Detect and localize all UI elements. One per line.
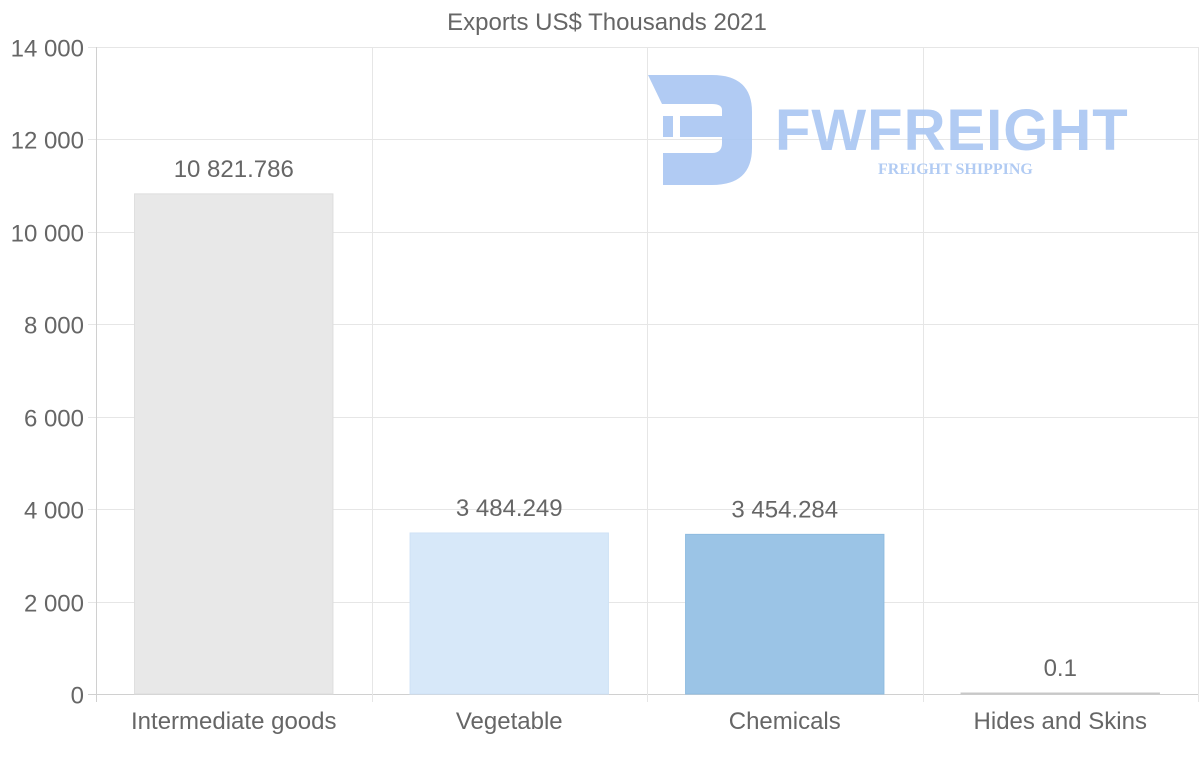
chart-title: Exports US$ Thousands 2021 [447,9,767,36]
x-tick-label: Intermediate goods [131,708,336,735]
bars [134,193,1160,695]
y-tick-label: 12 000 [11,128,84,155]
bar[interactable] [685,533,885,695]
watermark-tagline: FREIGHT SHIPPING [878,161,1033,178]
x-tick-label: Vegetable [456,708,563,735]
bar-value-label: 10 821.786 [174,156,294,183]
value-labels: 10 821.786 3 484.249 3 454.284 0.1 [174,156,1077,682]
watermark-logo-icon [648,75,752,185]
bar-value-label: 3 454.284 [731,496,838,523]
bar[interactable] [409,532,609,695]
watermark-brand: FWFREIGHT [775,98,1129,163]
y-tick-label: 10 000 [11,221,84,248]
y-tick-label: 4 000 [24,498,84,525]
x-tick-label: Chemicals [729,708,841,735]
y-tick-label: 6 000 [24,406,84,433]
x-axis-ticks: Intermediate goods Vegetable Chemicals Hide… [131,708,1147,735]
bar[interactable] [960,692,1160,695]
y-tick-label: 2 000 [24,591,84,618]
y-tick-label: 14 000 [11,36,84,63]
bar-value-label: 3 484.249 [456,495,563,522]
y-tick-label: 8 000 [24,313,84,340]
x-tick-label: Hides and Skins [974,708,1147,735]
bar-value-label: 0.1 [1044,655,1077,682]
watermark: FWFREIGHT FREIGHT SHIPPING [648,75,1129,185]
y-axis-ticks: 0 2 000 4 000 6 000 8 000 10 000 12 000 14 000 [11,36,84,710]
y-tick-label: 0 [71,683,84,710]
bar[interactable] [134,193,334,695]
